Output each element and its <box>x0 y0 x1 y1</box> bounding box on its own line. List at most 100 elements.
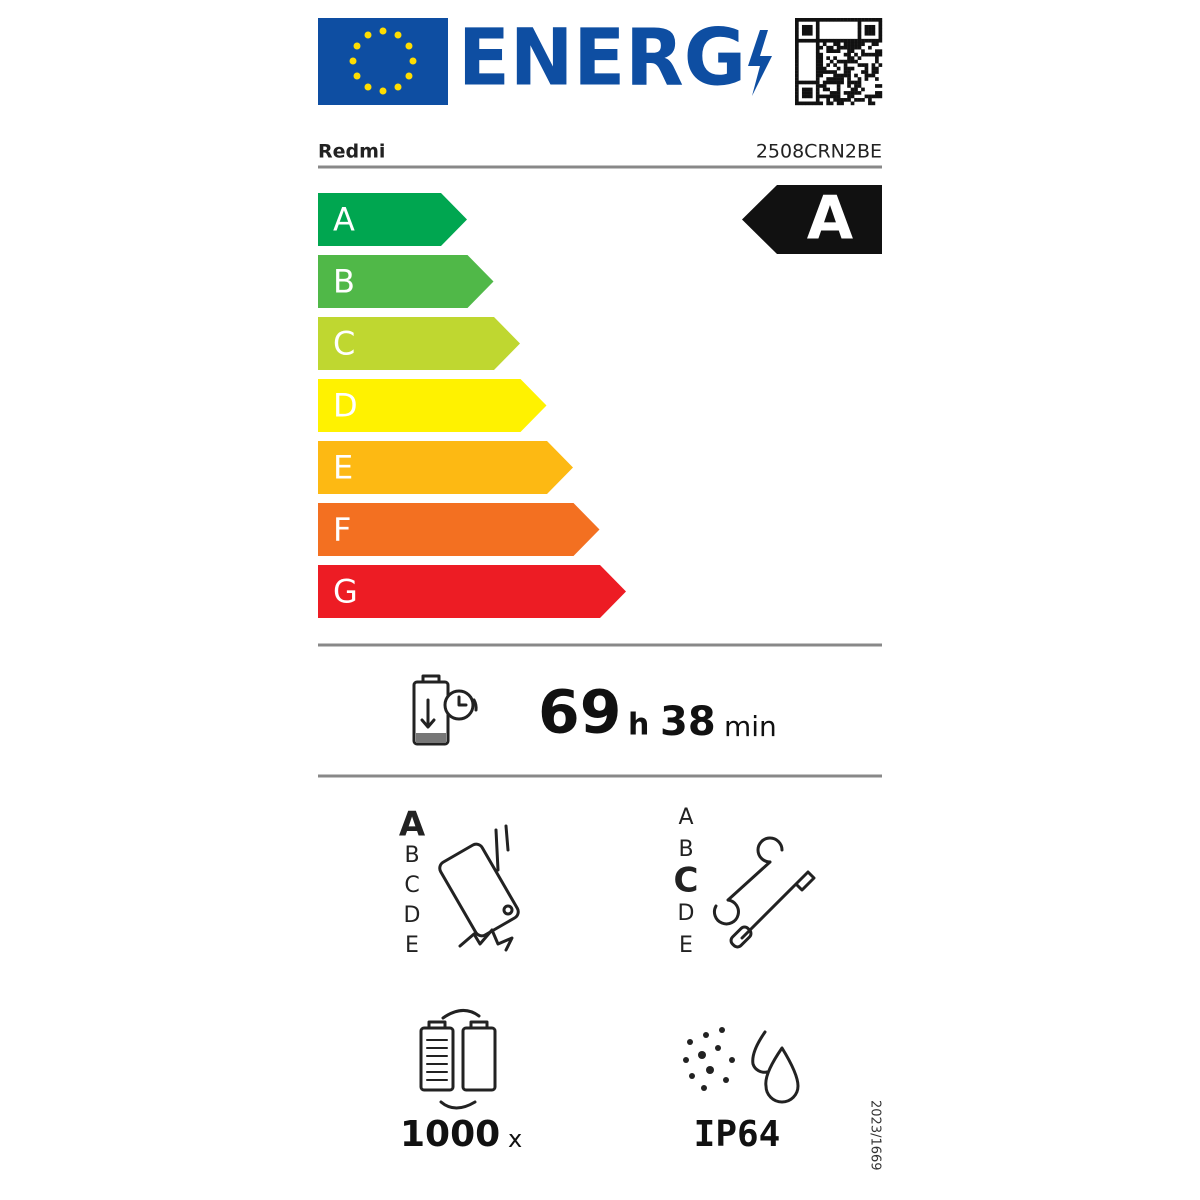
qr-cell <box>854 52 858 57</box>
qr-cell <box>801 18 806 22</box>
qr-cell <box>795 87 799 92</box>
qr-cell <box>795 98 799 102</box>
qr-cell <box>857 77 862 81</box>
qr-cell <box>805 91 810 95</box>
qr-cell <box>847 49 851 53</box>
qr-cell <box>843 70 848 74</box>
qr-cell <box>840 59 844 64</box>
qr-cell <box>836 73 841 78</box>
qr-cell <box>826 18 830 22</box>
qr-cell <box>822 87 827 92</box>
qr-cell <box>815 101 820 106</box>
qr-cell <box>843 45 848 50</box>
qr-cell <box>798 101 803 106</box>
qr-cell <box>850 91 855 95</box>
qr-cell <box>847 91 851 95</box>
qr-cell <box>864 18 869 22</box>
qr-cell <box>808 91 813 95</box>
class-bar <box>318 441 573 494</box>
qr-cell <box>847 18 851 22</box>
rating-arrow <box>742 185 882 254</box>
qr-cell <box>857 56 862 60</box>
qr-cell <box>795 28 799 33</box>
qr-cell <box>875 42 879 47</box>
qr-cell <box>829 91 834 95</box>
qr-cell <box>871 101 876 106</box>
star <box>364 31 372 39</box>
qr-cell <box>833 49 837 53</box>
qr-cell <box>812 80 817 85</box>
qr-cell <box>798 80 803 85</box>
drop-icon <box>438 824 520 952</box>
class-bar <box>318 503 600 556</box>
qr-cell <box>819 84 824 88</box>
qr-cell <box>850 59 855 64</box>
qr-cell <box>854 87 858 92</box>
qr-cell <box>850 80 855 85</box>
qr-cell <box>875 70 879 74</box>
qr-cell <box>878 84 883 88</box>
star <box>409 57 417 65</box>
qr-cell <box>843 42 848 47</box>
qr-cell <box>826 63 830 67</box>
qr-cell <box>850 56 855 60</box>
qr-cell <box>805 18 810 22</box>
ip-rating: IP64 <box>694 1114 781 1155</box>
qr-cell <box>795 101 799 106</box>
class-letter: E <box>333 449 353 487</box>
qr-cell <box>854 59 858 64</box>
star <box>394 31 402 39</box>
qr-cell <box>847 73 851 78</box>
qr-cell <box>878 24 883 29</box>
qr-cell <box>808 24 813 29</box>
qr-cell <box>795 18 799 22</box>
qr-cell <box>857 35 862 40</box>
class-letter: A <box>333 201 355 239</box>
qr-cell <box>815 91 820 95</box>
qr-cell <box>854 91 858 95</box>
qr-cell <box>795 66 799 71</box>
qr-cell <box>801 94 806 99</box>
qr-cell <box>864 70 869 74</box>
qr-cell <box>822 94 827 99</box>
cycles-icon <box>419 1009 497 1110</box>
qr-cell <box>829 38 834 43</box>
eu-stars <box>349 27 417 95</box>
qr-cell <box>805 101 810 106</box>
qr-cell <box>857 31 862 36</box>
qr-cell <box>805 31 810 36</box>
class-letter: B <box>333 263 355 301</box>
qr-cell <box>843 18 848 22</box>
qr-cell <box>822 38 827 43</box>
qr-cell <box>833 77 837 81</box>
qr-cell <box>826 77 830 81</box>
qr-cell <box>850 66 855 71</box>
qr-cell <box>822 80 827 85</box>
qr-cell <box>805 80 810 85</box>
qr-cell <box>857 18 862 22</box>
class-bar <box>318 193 467 246</box>
qr-cell <box>840 80 844 85</box>
qr-cell <box>815 77 820 81</box>
qr-cell <box>864 52 869 57</box>
qr-cell <box>819 101 824 106</box>
qr-cell <box>795 84 799 88</box>
qr-cell <box>826 101 830 106</box>
qr-cell <box>826 56 830 60</box>
qr-cell <box>795 49 799 53</box>
qr-cell <box>833 56 837 60</box>
qr-cell <box>878 21 883 26</box>
star <box>405 42 413 50</box>
qr-cell <box>801 24 806 29</box>
qr-cell <box>861 18 865 22</box>
qr-cell <box>815 35 820 40</box>
qr-cell <box>875 66 879 71</box>
qr-cell <box>871 70 876 74</box>
qr-cell <box>805 28 810 33</box>
qr-cell <box>840 38 844 43</box>
qr-cell <box>826 94 830 99</box>
qr-cell <box>836 49 841 53</box>
qr-cell <box>864 77 869 81</box>
qr-cell <box>819 63 824 67</box>
star <box>394 83 402 91</box>
